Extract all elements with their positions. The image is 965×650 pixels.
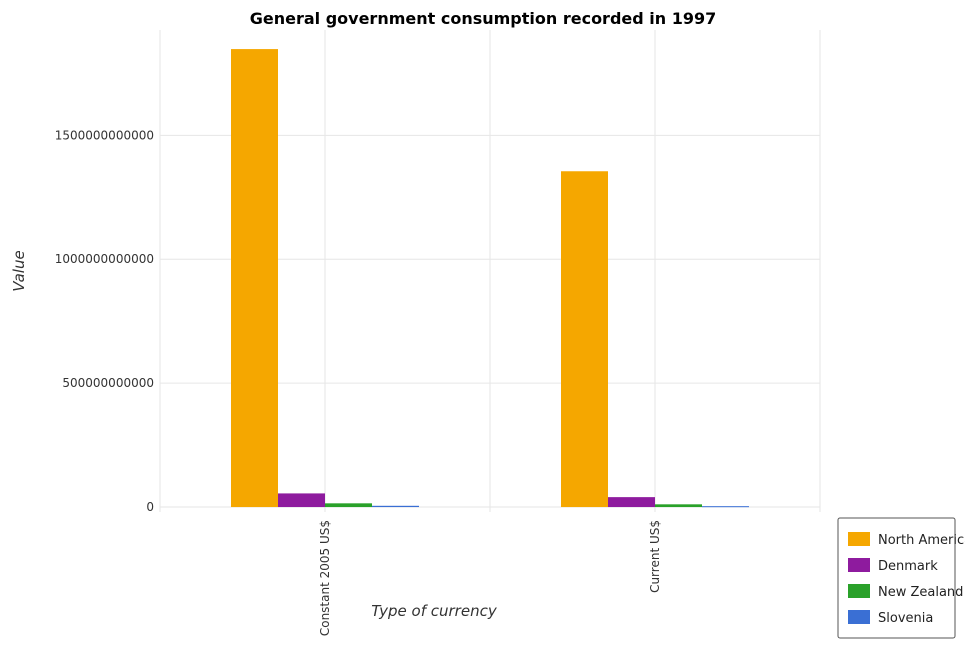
legend-box (837, 517, 956, 639)
x-tick-labels: Constant 2005 US$ Current US$ (318, 520, 662, 636)
bar-slovenia (702, 506, 749, 508)
x-tick-label: Constant 2005 US$ (318, 520, 332, 636)
y-tick-labels: 0 500000000000 1000000000000 1500000000000 (55, 128, 154, 514)
bar-north-america (561, 171, 608, 508)
y-tick-label: 1000000000000 (55, 252, 154, 266)
legend-label: Slovenia (878, 611, 933, 626)
y-tick-label: 0 (146, 500, 154, 514)
bar-denmark (278, 493, 325, 508)
legend-swatch (848, 558, 870, 572)
y-tick-label: 500000000000 (62, 376, 154, 390)
legend-swatch (848, 532, 870, 546)
bar-denmark (608, 497, 655, 508)
x-tick-label: Current US$ (648, 520, 662, 593)
y-axis-label: Value (10, 250, 28, 291)
bar-new-zealand (655, 504, 702, 508)
bar-slovenia (372, 505, 419, 508)
bars-layer (231, 49, 749, 508)
y-tick-label: 1500000000000 (55, 128, 154, 142)
legend-label: New Zealand (878, 585, 963, 600)
bar-north-america (231, 49, 278, 508)
legend-swatch (848, 584, 870, 598)
legend-label: Denmark (878, 559, 938, 574)
x-axis-label: Type of currency (371, 602, 498, 620)
legend-swatch (848, 610, 870, 624)
legend: North America Denmark New Zealand Slovenia (837, 517, 965, 639)
bar-new-zealand (325, 503, 372, 508)
chart-title: General government consumption recorded … (250, 9, 717, 28)
legend-label: North America (878, 533, 965, 548)
